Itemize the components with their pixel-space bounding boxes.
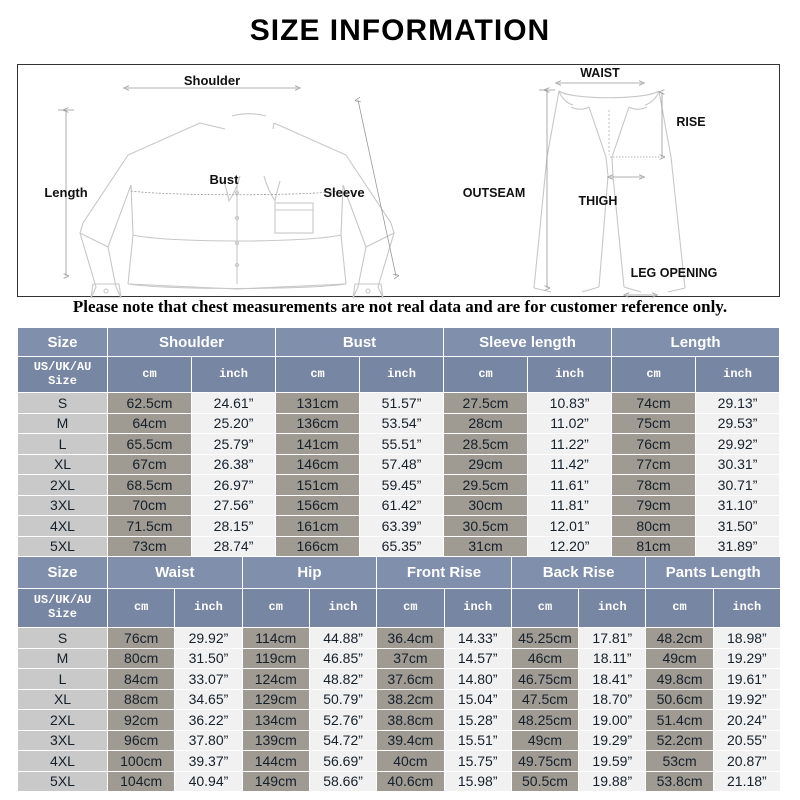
svg-text:Shoulder: Shoulder — [184, 73, 240, 88]
svg-text:WAIST: WAIST — [580, 66, 620, 80]
svg-text:Bust: Bust — [210, 172, 240, 187]
svg-text:THIGH: THIGH — [579, 194, 618, 208]
svg-text:RISE: RISE — [676, 115, 705, 129]
svg-text:Sleeve: Sleeve — [323, 185, 364, 200]
svg-text:LEG OPENING: LEG OPENING — [631, 266, 718, 280]
svg-text:OUTSEAM: OUTSEAM — [463, 186, 526, 200]
svg-text:Length: Length — [44, 185, 87, 200]
